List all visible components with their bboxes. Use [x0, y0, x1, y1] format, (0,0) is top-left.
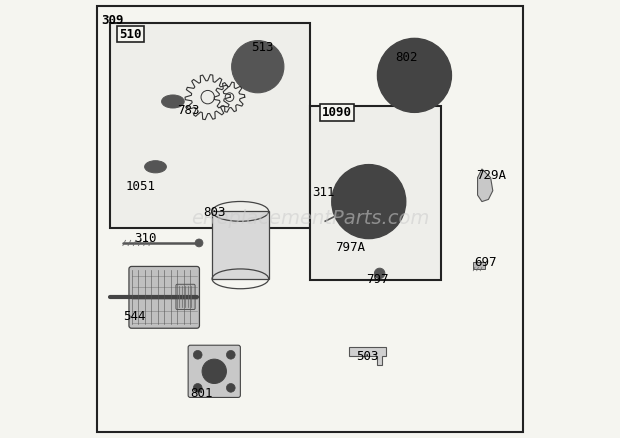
Circle shape	[193, 384, 202, 392]
Ellipse shape	[150, 164, 161, 170]
Circle shape	[195, 239, 203, 247]
Polygon shape	[349, 347, 386, 365]
Text: 513: 513	[251, 41, 274, 53]
Circle shape	[432, 93, 438, 99]
Circle shape	[374, 268, 385, 279]
FancyBboxPatch shape	[97, 6, 523, 432]
Circle shape	[348, 181, 389, 222]
Circle shape	[246, 55, 270, 78]
Wedge shape	[345, 177, 365, 198]
Text: 309: 309	[101, 14, 123, 28]
Text: 803: 803	[203, 206, 226, 219]
Text: 1090: 1090	[322, 106, 352, 119]
Wedge shape	[373, 206, 393, 226]
Circle shape	[226, 350, 235, 359]
Circle shape	[332, 165, 405, 239]
Text: 797: 797	[366, 273, 389, 286]
Circle shape	[226, 384, 235, 392]
FancyBboxPatch shape	[188, 345, 241, 397]
Circle shape	[402, 63, 427, 88]
Circle shape	[432, 53, 438, 57]
Circle shape	[441, 73, 446, 78]
FancyBboxPatch shape	[176, 284, 195, 310]
Text: 729A: 729A	[476, 169, 507, 182]
FancyBboxPatch shape	[110, 23, 310, 228]
Text: 510: 510	[120, 28, 142, 41]
Text: 802: 802	[395, 52, 417, 64]
Ellipse shape	[144, 161, 166, 173]
Circle shape	[202, 359, 226, 384]
Ellipse shape	[169, 100, 177, 105]
FancyBboxPatch shape	[473, 262, 485, 269]
Ellipse shape	[162, 95, 184, 108]
Wedge shape	[345, 206, 365, 226]
Circle shape	[391, 93, 397, 99]
Circle shape	[241, 49, 275, 84]
Wedge shape	[373, 177, 393, 198]
Text: 697: 697	[474, 256, 497, 269]
Circle shape	[378, 39, 451, 113]
Text: 797A: 797A	[335, 241, 365, 254]
Circle shape	[391, 53, 397, 57]
Text: 503: 503	[356, 350, 378, 363]
FancyBboxPatch shape	[310, 106, 441, 280]
FancyBboxPatch shape	[212, 212, 268, 279]
Polygon shape	[477, 169, 493, 201]
Text: 310: 310	[134, 232, 156, 245]
Circle shape	[383, 73, 388, 78]
Ellipse shape	[165, 98, 181, 107]
Circle shape	[412, 44, 417, 49]
Text: 801: 801	[190, 387, 213, 399]
Circle shape	[412, 102, 417, 107]
Circle shape	[232, 41, 284, 93]
Text: eReplacementParts.com: eReplacementParts.com	[191, 209, 429, 229]
Circle shape	[378, 271, 382, 276]
FancyBboxPatch shape	[129, 266, 200, 328]
Text: 1051: 1051	[125, 180, 155, 193]
Circle shape	[193, 350, 202, 359]
Text: 311: 311	[312, 187, 335, 199]
Text: 783: 783	[177, 104, 200, 117]
Text: 544: 544	[123, 311, 145, 323]
Ellipse shape	[168, 99, 178, 104]
